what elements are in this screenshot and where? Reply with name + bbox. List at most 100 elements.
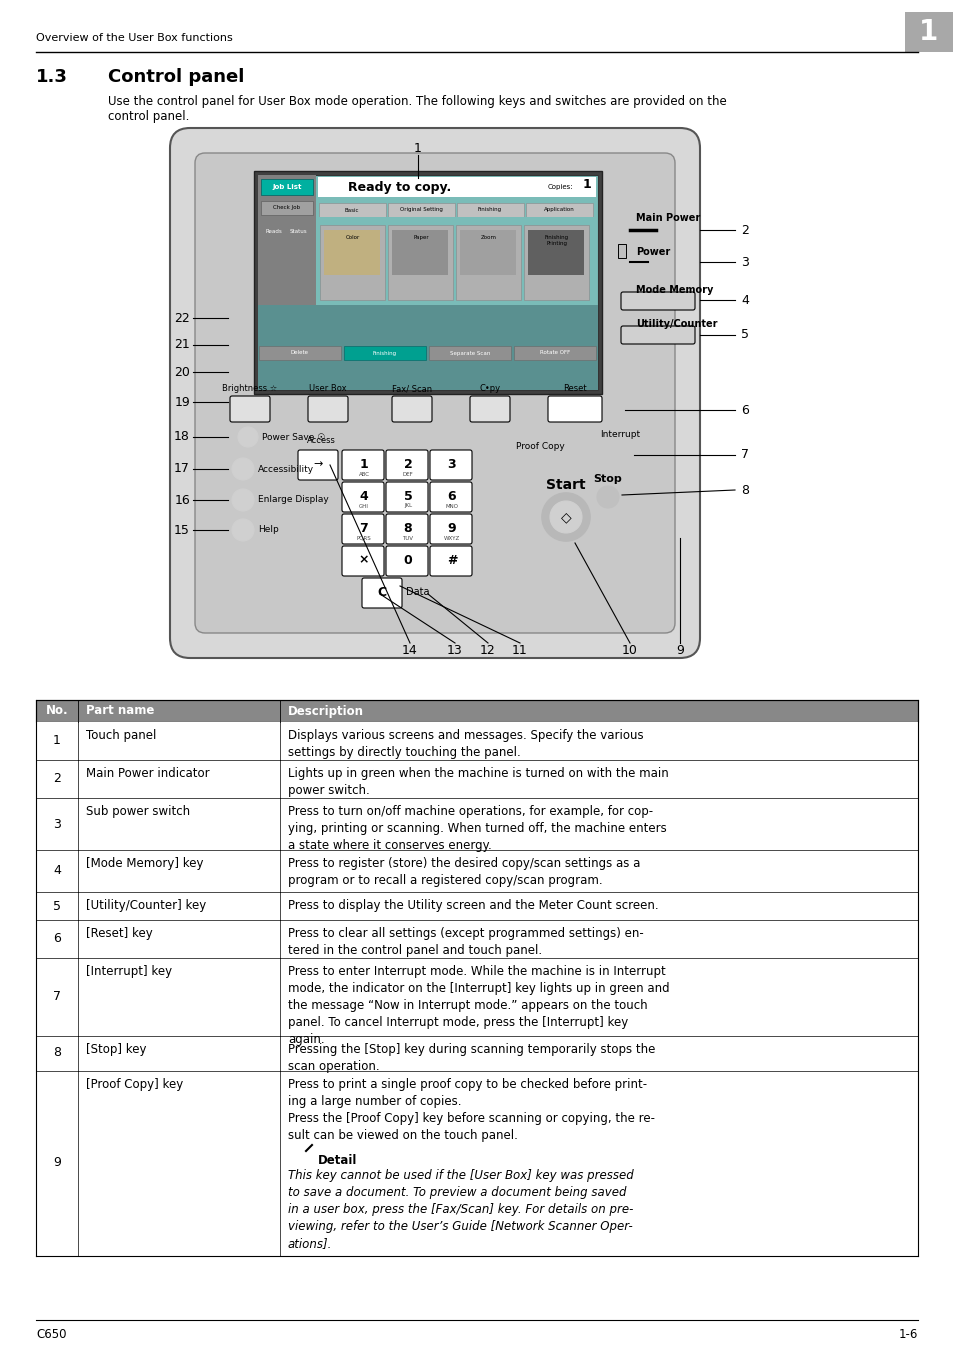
Text: 2: 2	[403, 458, 412, 471]
Text: 1: 1	[582, 178, 591, 192]
FancyBboxPatch shape	[308, 396, 348, 423]
Bar	[514, 346, 596, 360]
FancyBboxPatch shape	[386, 450, 428, 481]
Circle shape	[597, 486, 618, 508]
Bar	[257, 305, 598, 390]
FancyBboxPatch shape	[620, 292, 695, 311]
Bar	[36, 958, 917, 1035]
Text: ABC: ABC	[358, 471, 369, 477]
FancyBboxPatch shape	[386, 545, 428, 576]
Text: GHI: GHI	[358, 504, 369, 509]
Text: Data: Data	[406, 587, 429, 597]
Bar	[318, 202, 386, 217]
Text: 2: 2	[53, 772, 61, 786]
Text: 8: 8	[403, 521, 412, 535]
Text: 1: 1	[53, 734, 61, 748]
Text: Separate Scan: Separate Scan	[450, 351, 490, 355]
Text: ×: ×	[358, 554, 369, 567]
Text: 4: 4	[359, 490, 368, 502]
Text: Fax/ Scan: Fax/ Scan	[392, 383, 432, 393]
Text: User Box: User Box	[309, 383, 347, 393]
FancyBboxPatch shape	[430, 514, 472, 544]
Bar	[317, 217, 596, 305]
Text: Interrupt: Interrupt	[599, 431, 639, 439]
FancyBboxPatch shape	[341, 450, 384, 481]
Bar	[257, 176, 315, 390]
Text: 4: 4	[740, 293, 748, 306]
Text: Help: Help	[257, 525, 278, 535]
FancyBboxPatch shape	[386, 482, 428, 512]
Bar	[317, 177, 596, 197]
Bar	[36, 919, 917, 958]
Text: Press to turn on/off machine operations, for example, for cop-
ying, printing or: Press to turn on/off machine operations,…	[288, 805, 666, 852]
Text: 1-6: 1-6	[898, 1328, 917, 1342]
Text: 13: 13	[447, 644, 462, 656]
Text: [Reset] key: [Reset] key	[86, 927, 152, 940]
Text: Proof Copy: Proof Copy	[515, 441, 564, 451]
Text: #: #	[446, 554, 456, 567]
Text: Reads: Reads	[266, 230, 282, 234]
Text: Main Power indicator: Main Power indicator	[86, 767, 210, 780]
Text: Reset: Reset	[562, 383, 586, 393]
Bar	[36, 798, 917, 850]
Text: Displays various screens and messages. Specify the various
settings by directly : Displays various screens and messages. S…	[288, 729, 643, 759]
FancyBboxPatch shape	[170, 128, 700, 657]
Text: ◇: ◇	[560, 510, 571, 524]
Text: MNO: MNO	[445, 504, 458, 509]
Text: Finishing: Finishing	[373, 351, 396, 355]
Text: 7: 7	[53, 991, 61, 1003]
Bar	[429, 346, 511, 360]
Text: Mode Memory: Mode Memory	[636, 285, 713, 296]
Text: Rotate OFF: Rotate OFF	[539, 351, 570, 355]
Text: [Mode Memory] key: [Mode Memory] key	[86, 857, 203, 869]
Text: Part name: Part name	[86, 705, 154, 717]
Text: Access: Access	[307, 436, 335, 446]
Text: Job List: Job List	[272, 184, 301, 190]
Text: [Proof Copy] key: [Proof Copy] key	[86, 1079, 183, 1091]
Text: DEF: DEF	[402, 471, 413, 477]
Text: Press to display the Utility screen and the Meter Count screen.: Press to display the Utility screen and …	[288, 899, 658, 913]
Text: Color: Color	[346, 235, 359, 240]
Bar	[36, 892, 917, 919]
Text: Use the control panel for User Box mode operation. The following keys and switch: Use the control panel for User Box mode …	[108, 95, 726, 108]
Text: Basic: Basic	[344, 208, 359, 212]
Text: 3: 3	[447, 458, 456, 471]
Bar	[36, 850, 917, 892]
FancyBboxPatch shape	[392, 396, 432, 423]
Text: Stop: Stop	[593, 474, 621, 485]
Text: 1: 1	[359, 458, 368, 471]
Text: 22: 22	[174, 312, 190, 324]
Text: Sub power switch: Sub power switch	[86, 805, 190, 818]
Text: →: →	[313, 459, 322, 468]
Text: 10: 10	[621, 644, 638, 656]
FancyBboxPatch shape	[341, 482, 384, 512]
Text: [Stop] key: [Stop] key	[86, 1044, 147, 1056]
Text: 5: 5	[403, 490, 412, 502]
Text: Description: Description	[288, 705, 364, 717]
Text: Lights up in green when the machine is turned on with the main
power switch.: Lights up in green when the machine is t…	[288, 767, 668, 796]
Bar	[36, 722, 917, 760]
Text: JKL: JKL	[403, 504, 412, 509]
FancyBboxPatch shape	[297, 450, 337, 481]
Bar	[392, 230, 448, 275]
Circle shape	[237, 427, 257, 447]
Text: 8: 8	[53, 1046, 61, 1060]
Text: 1.3: 1.3	[36, 68, 68, 86]
FancyBboxPatch shape	[386, 514, 428, 544]
Text: 21: 21	[174, 339, 190, 351]
Bar	[36, 1071, 917, 1256]
Text: 7: 7	[740, 448, 748, 462]
Text: Brightness ☆: Brightness ☆	[222, 383, 277, 393]
Text: [Interrupt] key: [Interrupt] key	[86, 965, 172, 977]
Text: Enlarge Display: Enlarge Display	[257, 495, 329, 505]
Bar	[261, 201, 313, 215]
FancyBboxPatch shape	[230, 396, 270, 423]
Text: 19: 19	[174, 396, 190, 409]
Bar	[456, 202, 523, 217]
Text: Press to enter Interrupt mode. While the machine is in Interrupt
mode, the indic: Press to enter Interrupt mode. While the…	[288, 965, 669, 1046]
Text: Touch panel: Touch panel	[86, 729, 156, 742]
Text: Press to register (store) the desired copy/scan settings as a
program or to reca: Press to register (store) the desired co…	[288, 857, 639, 887]
Text: Power Save ☉: Power Save ☉	[262, 432, 325, 441]
Text: 4: 4	[53, 864, 61, 878]
Bar	[261, 180, 313, 194]
